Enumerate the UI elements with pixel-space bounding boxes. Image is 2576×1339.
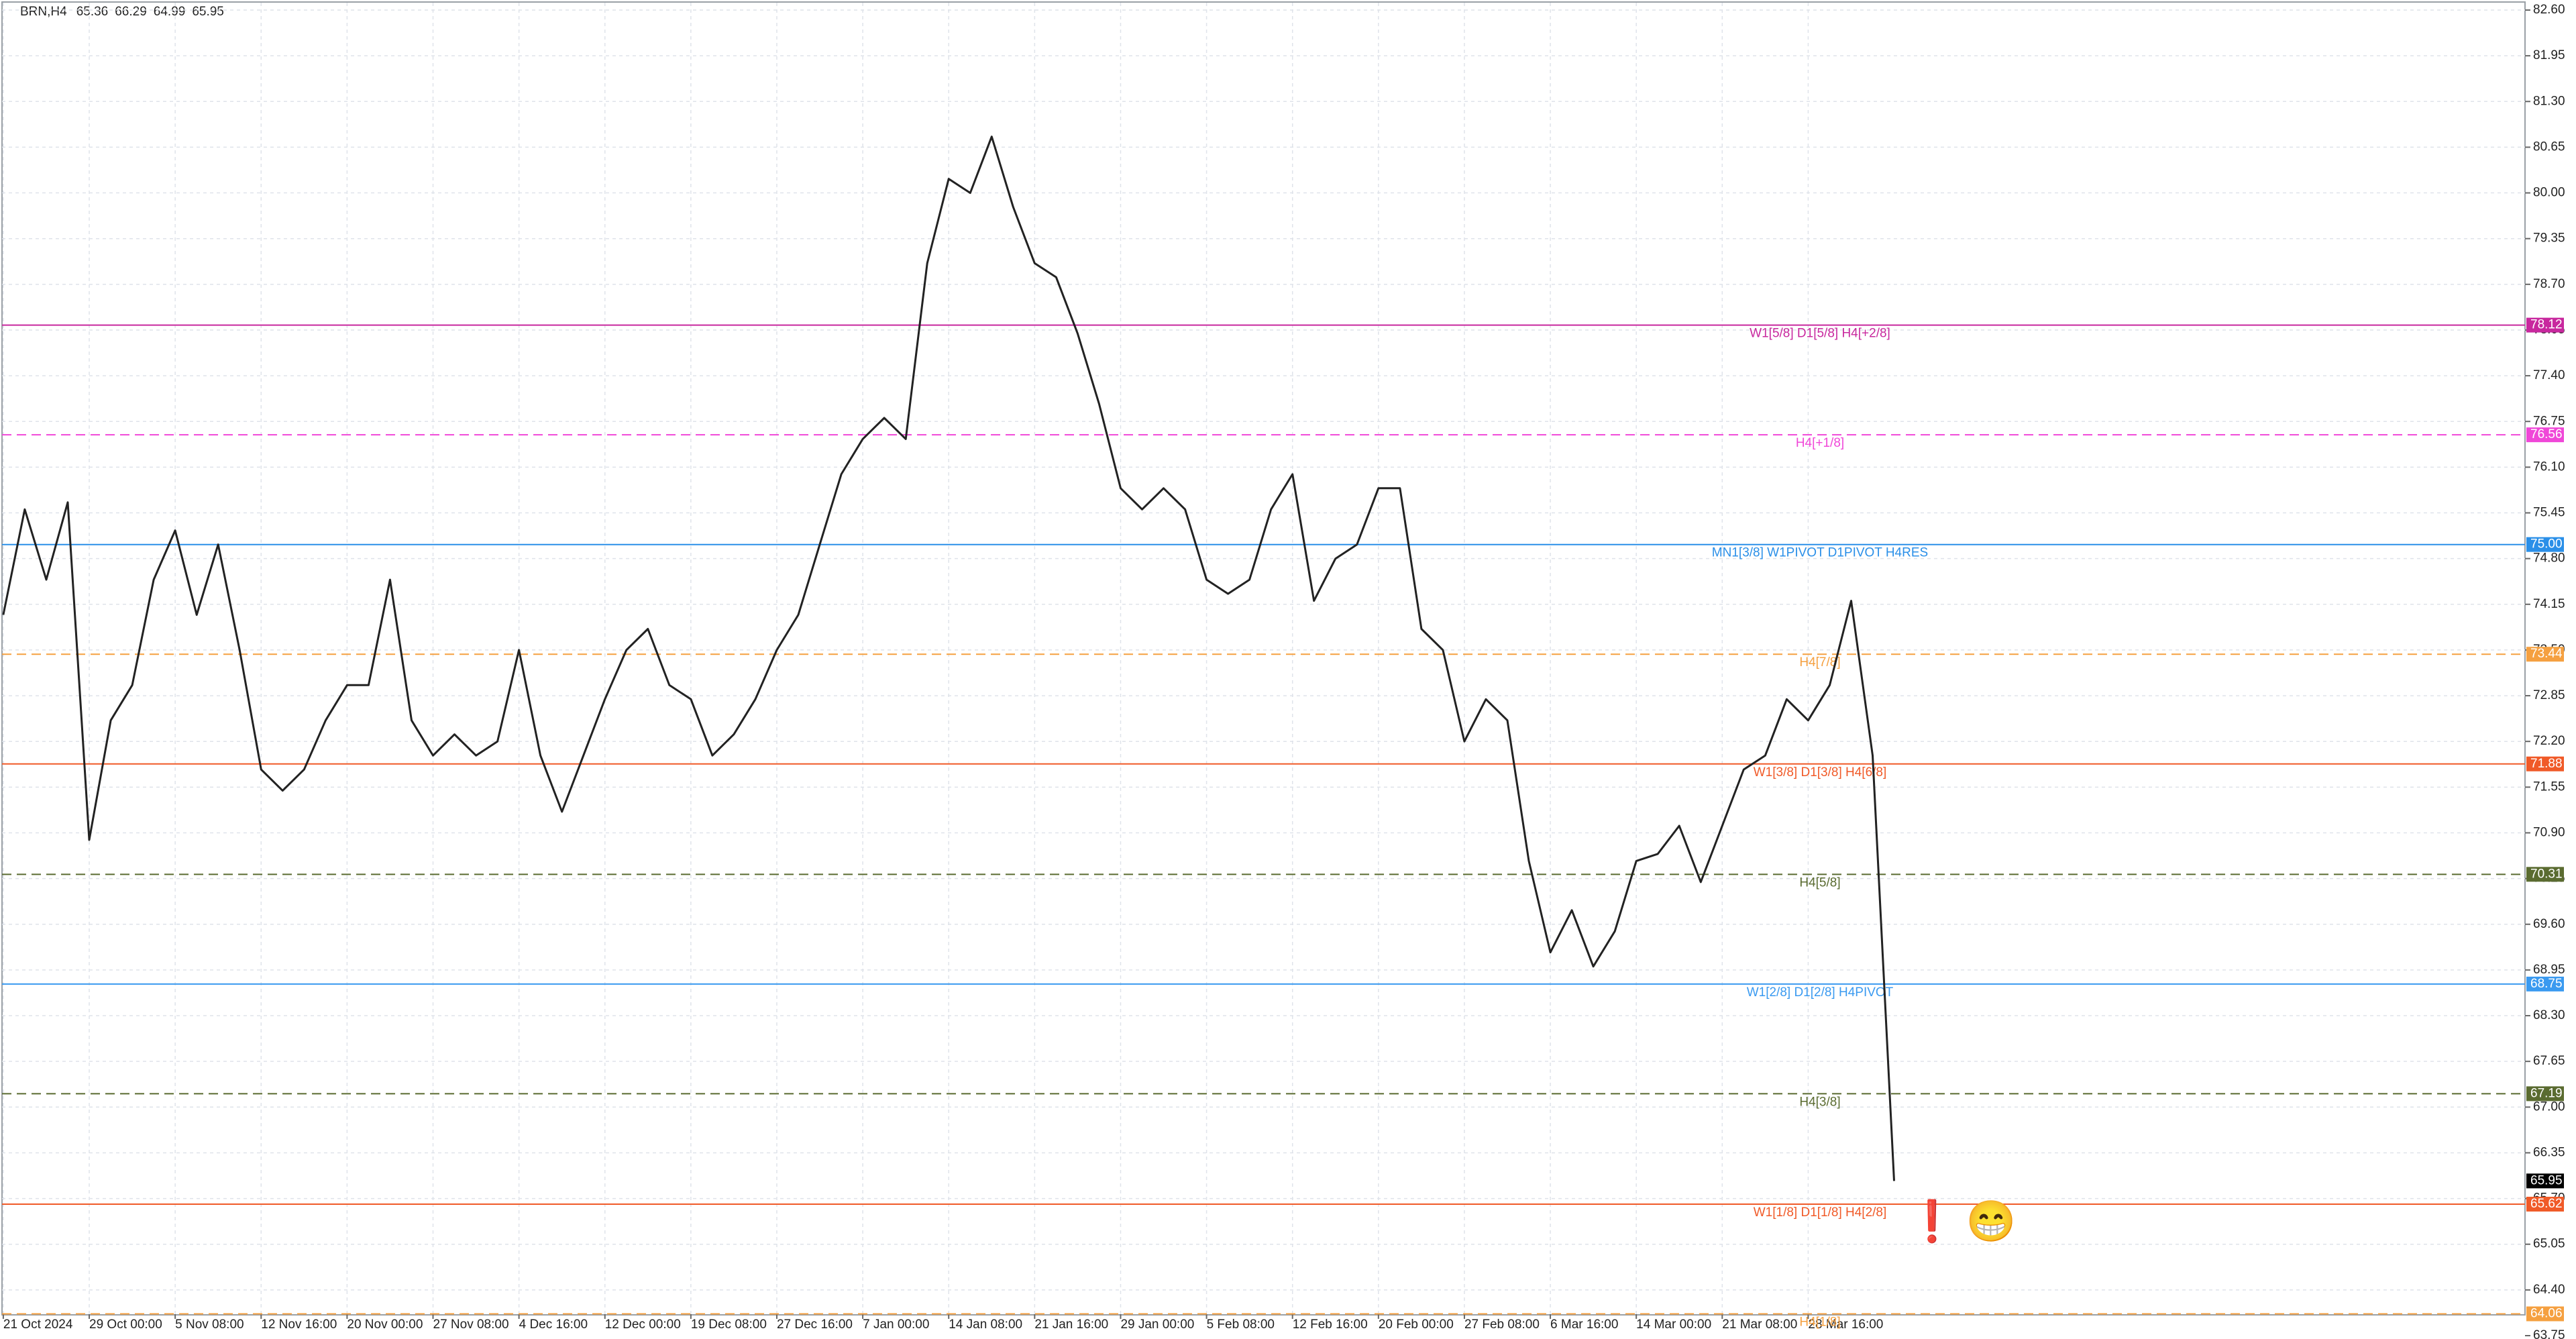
- x-tick-label: 6 Mar 16:00: [1550, 1318, 1618, 1332]
- x-tick-label: 21 Jan 16:00: [1034, 1318, 1108, 1332]
- x-tick-label: 27 Dec 16:00: [777, 1318, 853, 1332]
- price-tag: [2526, 317, 2564, 333]
- price-line: [2, 136, 1895, 1181]
- y-tick-label: 67.65: [2533, 1054, 2565, 1068]
- y-tick-label: 76.10: [2533, 460, 2565, 474]
- ohlc-open: 65.36: [76, 5, 109, 19]
- price-tag-label: 64.06: [2530, 1307, 2563, 1321]
- price-tag-label: 70.31: [2530, 867, 2563, 881]
- ohlc-close: 65.95: [192, 5, 224, 19]
- level-label: H4[1/8]: [1799, 1316, 1840, 1330]
- x-tick-label: 21 Mar 08:00: [1722, 1318, 1797, 1332]
- y-tick-label: 65.05: [2533, 1237, 2565, 1251]
- level-label: W1[3/8] D1[3/8] H4[6/8]: [1754, 765, 1887, 780]
- x-tick-label: 27 Feb 08:00: [1464, 1318, 1540, 1332]
- price-tag: [2526, 756, 2564, 771]
- y-tick-label: 71.55: [2533, 780, 2565, 794]
- y-tick-label: 74.15: [2533, 597, 2565, 611]
- level-label: H4[5/8]: [1799, 875, 1840, 890]
- y-tick-label: 72.85: [2533, 688, 2565, 702]
- y-tick-label: 72.20: [2533, 734, 2565, 748]
- level-label: W1[1/8] D1[1/8] H4[2/8]: [1754, 1206, 1887, 1220]
- level-label: H4[+1/8]: [1796, 436, 1844, 450]
- x-tick-label: 19 Dec 08:00: [691, 1318, 767, 1332]
- chart-header: BRN,H4 65.36 66.29 64.99 65.95: [20, 5, 224, 19]
- price-tag-label: 67.19: [2530, 1086, 2563, 1100]
- x-tick-label: 14 Jan 08:00: [949, 1318, 1022, 1332]
- y-tick-label: 80.00: [2533, 186, 2565, 200]
- annotation: 😁: [1966, 1199, 2017, 1244]
- y-tick-label: 82.60: [2533, 3, 2565, 17]
- y-tick-label: 70.90: [2533, 825, 2565, 839]
- price-tag-label: 73.44: [2530, 647, 2563, 661]
- price-tag-label: 76.56: [2530, 427, 2563, 441]
- y-tick-label: 67.00: [2533, 1100, 2565, 1114]
- price-tag: [2526, 976, 2564, 992]
- price-tag-label: 68.75: [2530, 977, 2563, 991]
- x-tick-label: 20 Feb 00:00: [1379, 1318, 1454, 1332]
- level-label: W1[5/8] D1[5/8] H4[+2/8]: [1750, 327, 1890, 341]
- y-tick-label: 79.35: [2533, 231, 2565, 246]
- x-tick-label: 28 Mar 16:00: [1808, 1318, 1883, 1332]
- x-tick-label: 5 Feb 08:00: [1207, 1318, 1275, 1332]
- x-tick-label: 29 Jan 00:00: [1120, 1318, 1194, 1332]
- x-tick-label: 29 Oct 00:00: [89, 1318, 162, 1332]
- level-label: W1[2/8] D1[2/8] H4PIVOT: [1747, 985, 1894, 1000]
- x-tick-label: 12 Nov 16:00: [261, 1318, 337, 1332]
- y-tick-label: 81.95: [2533, 48, 2565, 62]
- y-tick-label: 75.45: [2533, 506, 2565, 520]
- level-label: H4[7/8]: [1799, 655, 1840, 670]
- y-tick-label: 64.40: [2533, 1283, 2565, 1297]
- y-tick-label: 78.70: [2533, 277, 2565, 291]
- price-tag-label: 65.62: [2530, 1197, 2563, 1211]
- x-tick-label: 27 Nov 08:00: [433, 1318, 509, 1332]
- y-tick-label: 68.95: [2533, 963, 2565, 977]
- price-tag-label: 78.12: [2530, 318, 2563, 332]
- price-tag: [2526, 1306, 2564, 1322]
- price-tag-label: 75.00: [2530, 537, 2563, 551]
- y-tick-label: 69.60: [2533, 917, 2565, 931]
- x-tick-label: 12 Dec 00:00: [605, 1318, 681, 1332]
- ohlc-high: 66.29: [115, 5, 147, 19]
- price-tag: [2526, 427, 2564, 443]
- level-label: H4[3/8]: [1799, 1095, 1840, 1109]
- x-tick-label: 7 Jan 00:00: [863, 1318, 929, 1332]
- y-tick-label: 68.30: [2533, 1008, 2565, 1022]
- x-tick-label: 5 Nov 08:00: [175, 1318, 244, 1332]
- price-tag: [2526, 1086, 2564, 1102]
- x-tick-label: 4 Dec 16:00: [519, 1318, 588, 1332]
- y-tick-label: 77.40: [2533, 368, 2565, 382]
- y-tick-label: 63.75: [2533, 1328, 2565, 1339]
- x-tick-label: 12 Feb 16:00: [1293, 1318, 1368, 1332]
- y-tick-label: 80.65: [2533, 140, 2565, 154]
- y-tick-label: 81.30: [2533, 94, 2565, 108]
- x-tick-label: 21 Oct 2024: [3, 1318, 73, 1332]
- y-tick-label: 66.35: [2533, 1145, 2565, 1159]
- plot-frame: [1, 1, 2526, 1316]
- y-tick-label: 76.75: [2533, 414, 2565, 428]
- x-tick-label: 14 Mar 00:00: [1636, 1318, 1711, 1332]
- y-tick-label: 74.80: [2533, 551, 2565, 566]
- price-tag: [2526, 647, 2564, 662]
- annotation: ❗: [1907, 1198, 1957, 1244]
- level-label: MN1[3/8] W1PIVOT D1PIVOT H4RES: [1712, 546, 1928, 560]
- symbol: BRN,H4: [20, 5, 67, 19]
- x-tick-label: 20 Nov 00:00: [347, 1318, 423, 1332]
- price-tag: [2526, 1196, 2564, 1212]
- price-tag-label: 71.88: [2530, 757, 2563, 771]
- last-price-label: 65.95: [2530, 1173, 2563, 1187]
- price-tag: [2526, 867, 2564, 882]
- last-price-tag: [2526, 1173, 2564, 1189]
- ohlc-low: 64.99: [154, 5, 186, 19]
- price-tag: [2526, 537, 2564, 552]
